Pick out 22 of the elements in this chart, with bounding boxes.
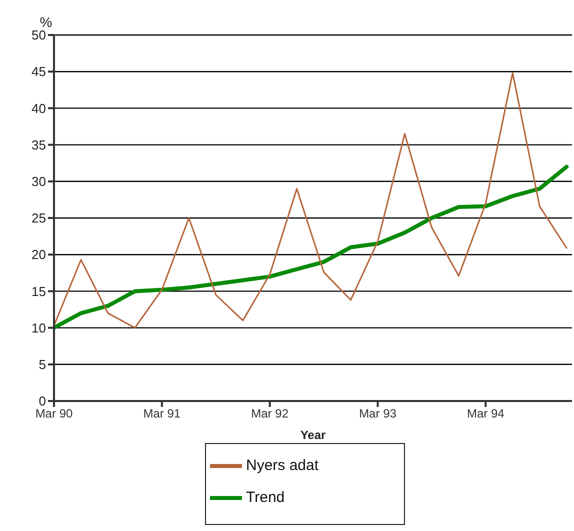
y-tick-label: 35 (32, 137, 46, 152)
x-tick-label: Mar 92 (251, 406, 289, 421)
y-tick-label: 15 (32, 284, 46, 299)
x-tick-label: Mar 90 (35, 406, 73, 421)
x-tick-label: Mar 93 (359, 406, 397, 421)
legend-label: Nyers adat (246, 456, 319, 474)
y-tick-label: 40 (32, 100, 46, 116)
y-tick-label: 10 (32, 320, 46, 336)
x-tick-label: Mar 91 (143, 406, 181, 421)
y-axis-title: % (40, 14, 52, 30)
y-tick-label: 20 (32, 247, 46, 262)
x-tick-label: Mar 94 (466, 406, 505, 421)
y-tick-label: 50 (32, 28, 46, 43)
legend-label: Trend (246, 488, 285, 506)
y-tick-label: 5 (38, 357, 46, 372)
line-series (54, 164, 569, 330)
y-tick-label: 45 (32, 64, 46, 80)
y-tick-label: 30 (32, 174, 46, 190)
y-tick-label: 0 (38, 394, 46, 409)
line-series (54, 72, 568, 329)
x-axis-title: Year (300, 428, 326, 442)
y-tick-label: 25 (32, 210, 46, 226)
